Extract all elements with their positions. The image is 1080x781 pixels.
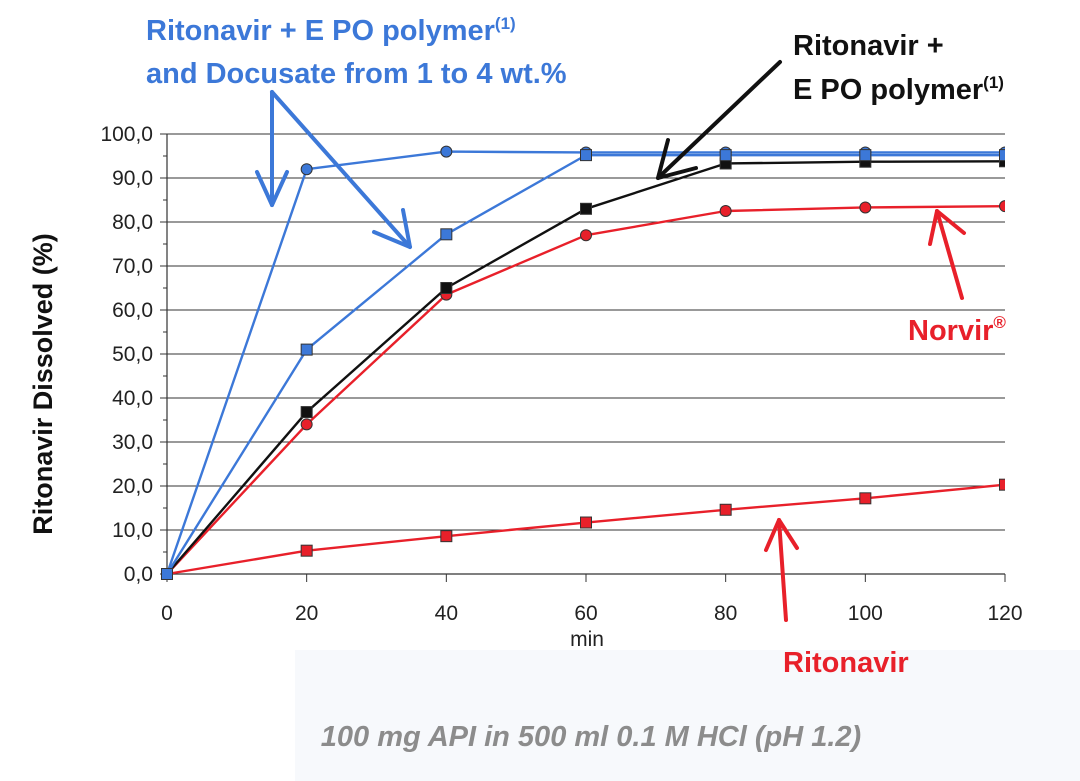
x-tick-label: 40 — [435, 602, 458, 625]
data-point — [440, 530, 453, 543]
series-ritonavir_epo_docusate_b — [161, 149, 1005, 580]
x-tick-label: 0 — [161, 602, 173, 625]
data-point — [859, 492, 872, 505]
black-annotation-line1: Ritonavir + — [793, 30, 944, 62]
data-point — [440, 145, 453, 158]
x-tick-labels: 0 20 40 60 80 100 120 — [161, 602, 1022, 625]
data-point — [999, 478, 1005, 491]
y-tick-label: 50,0 — [112, 343, 153, 366]
norvir-arrow-head — [928, 209, 966, 246]
black-annotation-line2: E PO polymer(1) — [793, 73, 1004, 106]
y-tick-label: 100,0 — [100, 123, 153, 146]
grid — [167, 133, 1005, 531]
norvir-annotation: Norvir® — [908, 313, 1006, 347]
blue-annotation-line1: Ritonavir + E PO polymer(1) — [146, 14, 516, 47]
data-point — [719, 149, 732, 162]
series-line — [166, 160, 1005, 575]
x-tick-label: 120 — [987, 602, 1022, 625]
y-tick-label: 10,0 — [112, 519, 153, 542]
data-point — [300, 418, 313, 431]
data-point — [719, 205, 732, 217]
y-tick-labels: 0,0 10,0 20,0 30,0 40,0 50,0 60,0 70,0 80,0 90,0 1… — [100, 123, 153, 586]
data-point — [999, 155, 1005, 168]
data-point — [300, 343, 313, 356]
series-layer — [161, 145, 1005, 580]
data-point — [440, 282, 453, 294]
data-point — [999, 200, 1005, 213]
x-tick-label: 100 — [848, 602, 883, 625]
red-annotation-arrows — [764, 209, 966, 622]
x-tick-label: 20 — [295, 602, 318, 625]
data-point — [161, 568, 173, 580]
blue-annotation-arrows — [255, 90, 412, 249]
norvir-arrow — [935, 209, 964, 300]
y-tick-label: 20,0 — [112, 475, 153, 498]
series-line — [166, 483, 1005, 576]
blue-arrow-1-head — [255, 170, 289, 207]
ritonavir-arrow — [777, 518, 788, 622]
x-tick-label: 60 — [574, 602, 597, 625]
data-point — [580, 202, 592, 215]
blue-annotation-line2: and Docusate from 1 to 4 wt.% — [146, 58, 567, 90]
caption-backdrop — [295, 650, 1080, 781]
y-tick-label: 90,0 — [112, 167, 153, 190]
y-axis-label: Ritonavir Dissolved (%) — [28, 233, 58, 535]
ritonavir-arrow-head — [764, 518, 799, 552]
ritonavir-annotation: Ritonavir — [783, 647, 909, 679]
test-conditions-caption: 100 mg API in 500 ml 0.1 M HCl (pH 1.2) — [321, 721, 861, 753]
x-axis-label: min — [570, 628, 604, 651]
y-tick-label: 0,0 — [124, 563, 153, 586]
data-point — [580, 229, 592, 242]
series-ritonavir — [161, 478, 1005, 580]
y-tick-label: 70,0 — [112, 255, 153, 278]
y-tick-label: 30,0 — [112, 431, 153, 454]
data-point — [580, 149, 592, 162]
data-point — [580, 516, 592, 529]
y-tick-label: 40,0 — [112, 387, 153, 410]
series-line — [165, 153, 1005, 575]
data-point — [719, 503, 732, 516]
y-tick-label: 60,0 — [112, 299, 153, 322]
black-arrow-head — [656, 138, 698, 180]
blue-arrow-2-head — [372, 208, 412, 249]
data-point — [999, 149, 1005, 162]
data-point — [300, 544, 313, 557]
x-tick-label: 80 — [714, 602, 737, 625]
data-point — [300, 406, 313, 419]
data-point — [859, 201, 872, 214]
data-point — [859, 149, 872, 162]
series-line — [165, 150, 1005, 575]
axes — [160, 133, 1006, 582]
data-point — [440, 228, 453, 241]
black-arrow — [656, 60, 782, 180]
black-annotation-arrow — [656, 60, 782, 180]
data-point — [300, 163, 313, 176]
blue-arrow-2 — [270, 90, 412, 249]
y-tick-label: 80,0 — [112, 211, 153, 234]
